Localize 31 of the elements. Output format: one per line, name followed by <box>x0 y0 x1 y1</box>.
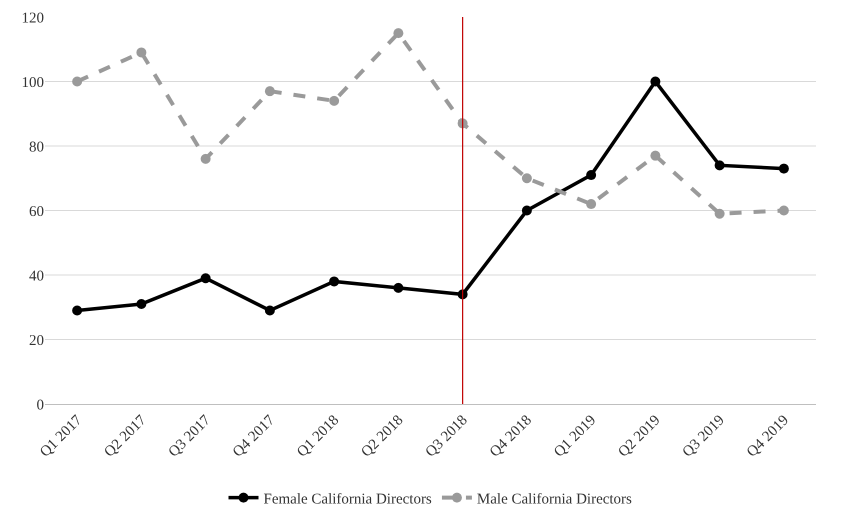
point <box>650 76 660 86</box>
point <box>264 305 275 316</box>
point <box>136 299 146 310</box>
point <box>714 208 725 219</box>
point <box>72 305 82 316</box>
y-tick-label: 20 <box>29 332 44 349</box>
y-tick-label: 80 <box>29 139 44 156</box>
point <box>329 276 340 286</box>
point <box>264 86 275 96</box>
point <box>200 273 211 284</box>
legend-label: Male California Directors <box>476 492 632 508</box>
point <box>522 206 532 216</box>
y-tick-label: 40 <box>29 268 44 284</box>
y-tick-label: 120 <box>22 10 44 26</box>
y-tick-label: 100 <box>22 74 44 91</box>
point <box>650 150 660 161</box>
point <box>136 47 146 58</box>
point <box>522 173 532 184</box>
point <box>778 164 789 174</box>
y-tick-label: 0 <box>36 397 44 414</box>
point <box>778 206 789 216</box>
y-tick-label: 60 <box>29 204 44 220</box>
legend-label: Female California Directors <box>264 492 432 508</box>
point <box>586 199 596 210</box>
point <box>200 154 211 164</box>
point <box>393 282 404 293</box>
point <box>329 96 340 106</box>
point <box>714 160 725 170</box>
point <box>72 76 82 86</box>
point <box>393 28 404 38</box>
point <box>586 170 596 180</box>
